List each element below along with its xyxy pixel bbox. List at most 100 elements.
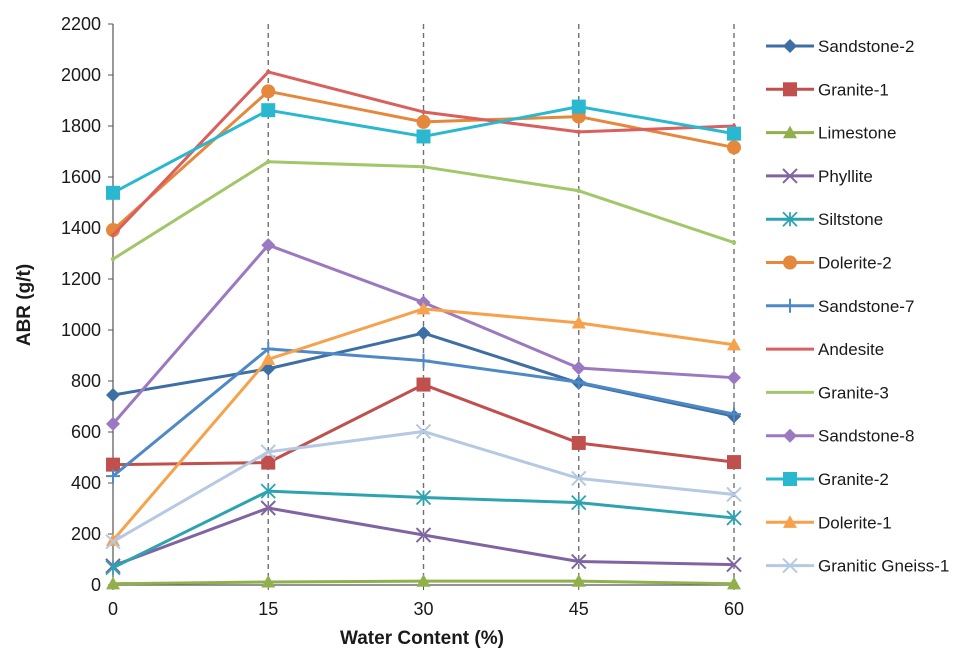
legend-marker bbox=[783, 515, 797, 528]
data-point bbox=[726, 486, 742, 503]
data-point bbox=[571, 494, 587, 511]
y-tick-label: 2200 bbox=[61, 14, 101, 34]
legend-label: Sandstone-7 bbox=[818, 297, 914, 316]
data-point bbox=[261, 103, 276, 118]
data-point bbox=[571, 360, 586, 375]
data-point bbox=[726, 556, 742, 573]
legend-item-granite-1: Granite-1 bbox=[766, 80, 889, 99]
y-tick-label: 1000 bbox=[61, 320, 101, 340]
series-granite-2 bbox=[106, 99, 741, 200]
x-tick-label: 30 bbox=[413, 599, 433, 619]
legend-item-granite-3: Granite-3 bbox=[766, 383, 889, 402]
legend-item-sandstone-8: Sandstone-8 bbox=[766, 427, 914, 446]
data-point bbox=[260, 444, 276, 460]
legend-marker bbox=[783, 255, 797, 270]
legend-label: Siltstone bbox=[818, 210, 883, 229]
data-point bbox=[266, 159, 271, 164]
y-tick-label: 1800 bbox=[61, 116, 101, 136]
y-tick-label: 400 bbox=[71, 473, 101, 493]
data-point bbox=[105, 560, 121, 576]
data-point bbox=[110, 232, 116, 238]
x-tick-label: 45 bbox=[569, 599, 589, 619]
series-phyllite bbox=[105, 500, 742, 574]
x-tick-label: 0 bbox=[108, 599, 118, 619]
data-point bbox=[576, 129, 581, 135]
data-point bbox=[571, 553, 587, 570]
series-group bbox=[105, 69, 742, 590]
data-point bbox=[106, 185, 120, 200]
legend-item-granitic-gneiss-1: Granitic Gneiss-1 bbox=[766, 557, 949, 576]
series-siltstone bbox=[105, 483, 742, 576]
data-point bbox=[261, 238, 276, 253]
legend-marker bbox=[783, 39, 797, 53]
x-tick-label: 15 bbox=[258, 599, 278, 619]
legend-label: Dolerite-1 bbox=[818, 513, 892, 532]
series-dolerite-1 bbox=[106, 301, 741, 546]
data-point bbox=[571, 574, 586, 587]
y-tick-label: 600 bbox=[71, 422, 101, 442]
data-point bbox=[727, 337, 741, 351]
data-point bbox=[727, 140, 741, 155]
data-point bbox=[571, 470, 587, 487]
data-point bbox=[727, 576, 741, 590]
data-point bbox=[261, 352, 276, 365]
legend-label: Granite-1 bbox=[818, 80, 889, 99]
legend-item-phyllite: Phyllite bbox=[766, 167, 873, 186]
data-point bbox=[571, 435, 586, 450]
data-point bbox=[415, 423, 432, 440]
y-tick-label: 2000 bbox=[61, 65, 101, 85]
data-point bbox=[726, 510, 742, 526]
data-point bbox=[266, 69, 271, 75]
legend-item-dolerite-2: Dolerite-2 bbox=[766, 254, 892, 273]
data-point bbox=[260, 500, 276, 516]
series-granite-3 bbox=[110, 159, 737, 262]
data-point bbox=[727, 370, 741, 385]
series-granite-1 bbox=[106, 377, 741, 472]
data-point bbox=[106, 416, 120, 431]
legend-label: Andesite bbox=[818, 340, 884, 359]
legend-label: Granite-2 bbox=[818, 470, 889, 489]
data-point bbox=[106, 388, 120, 403]
legend-marker bbox=[783, 428, 797, 443]
data-point bbox=[106, 469, 120, 484]
legend-marker bbox=[782, 168, 798, 184]
x-axis-label: Water Content (%) bbox=[340, 628, 504, 649]
legend-marker bbox=[783, 298, 797, 313]
data-point bbox=[106, 576, 120, 590]
data-point bbox=[421, 109, 426, 115]
data-point bbox=[416, 326, 431, 341]
y-tick-label: 1600 bbox=[61, 167, 101, 187]
data-point bbox=[727, 407, 741, 422]
y-tick-label: 0 bbox=[91, 575, 101, 595]
data-point bbox=[261, 84, 276, 99]
legend-marker bbox=[782, 557, 798, 574]
legend-item-andesite: Andesite bbox=[766, 340, 884, 359]
y-tick-label: 1200 bbox=[61, 269, 101, 289]
legend-marker bbox=[783, 472, 797, 486]
data-point bbox=[416, 377, 431, 392]
data-point bbox=[415, 489, 432, 506]
data-point bbox=[105, 533, 121, 550]
legend-item-siltstone: Siltstone bbox=[766, 210, 883, 229]
data-point bbox=[416, 114, 431, 129]
y-tick-label: 1400 bbox=[61, 218, 101, 238]
legend-label: Limestone bbox=[818, 124, 896, 143]
legend-label: Granite-3 bbox=[818, 383, 889, 402]
legend-item-granite-2: Granite-2 bbox=[766, 470, 889, 489]
data-point bbox=[415, 527, 432, 543]
y-tick-label: 200 bbox=[71, 524, 101, 544]
legend-label: Sandstone-8 bbox=[818, 427, 914, 446]
y-tick-labels: 0 200 400 600 800 1000 1200 1400 1600 1800 2000 220… bbox=[61, 14, 113, 595]
data-point bbox=[106, 533, 120, 546]
x-tick-label: 60 bbox=[724, 599, 744, 619]
series-granitic-gneiss-1 bbox=[105, 423, 742, 550]
data-point bbox=[416, 353, 431, 368]
data-point bbox=[727, 455, 741, 470]
data-point bbox=[571, 375, 586, 390]
legend-label: Phyllite bbox=[818, 167, 873, 186]
data-point bbox=[416, 129, 431, 144]
y-axis-label: ABR (g/t) bbox=[14, 264, 35, 346]
legend: Sandstone-2 Granite-1 Limestone Phyllite Sil… bbox=[766, 37, 949, 576]
data-point bbox=[110, 256, 116, 262]
